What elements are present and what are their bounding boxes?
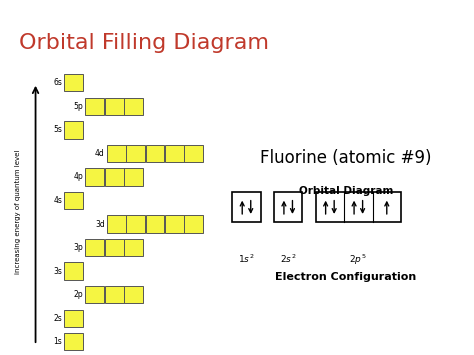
Bar — [105, 168, 124, 186]
Bar — [146, 145, 164, 162]
Text: Fluorine (atomic #9): Fluorine (atomic #9) — [260, 149, 432, 167]
Bar — [146, 215, 164, 233]
Text: 3s: 3s — [53, 267, 62, 275]
Text: 4d: 4d — [95, 149, 105, 158]
Bar — [165, 145, 184, 162]
Bar — [184, 215, 203, 233]
Bar — [126, 215, 145, 233]
Text: 4s: 4s — [53, 196, 62, 205]
Bar — [124, 286, 143, 303]
Bar — [64, 262, 83, 280]
Text: 2s: 2s — [54, 314, 62, 323]
Text: 2p: 2p — [74, 290, 83, 299]
Text: increasing energy of quantum level: increasing energy of quantum level — [15, 150, 20, 274]
Text: 5s: 5s — [53, 125, 62, 135]
Text: 5p: 5p — [73, 102, 83, 111]
Text: Orbital Diagram: Orbital Diagram — [299, 186, 393, 196]
Bar — [126, 145, 145, 162]
Text: Orbital Filling Diagram: Orbital Filling Diagram — [19, 33, 269, 53]
Text: 6s: 6s — [53, 78, 62, 87]
Bar — [85, 168, 104, 186]
Bar — [316, 192, 401, 222]
Bar — [107, 145, 126, 162]
Bar — [64, 74, 83, 92]
Bar — [64, 310, 83, 327]
Bar — [85, 98, 104, 115]
Bar — [85, 286, 104, 303]
Bar — [105, 239, 124, 256]
Text: 4p: 4p — [73, 173, 83, 181]
Bar — [105, 98, 124, 115]
Bar — [85, 239, 104, 256]
Bar — [124, 239, 143, 256]
Bar — [184, 145, 203, 162]
Bar — [165, 215, 184, 233]
Text: $2s^{\,2}$: $2s^{\,2}$ — [280, 252, 297, 264]
Bar — [64, 121, 83, 138]
Bar — [124, 168, 143, 186]
Bar — [107, 215, 126, 233]
Bar — [105, 286, 124, 303]
Bar — [232, 192, 261, 222]
Text: 3d: 3d — [95, 219, 105, 229]
Bar — [64, 192, 83, 209]
Bar — [64, 333, 83, 350]
Bar — [124, 98, 143, 115]
Text: $1s^{\,2}$: $1s^{\,2}$ — [238, 252, 255, 264]
Bar — [274, 192, 302, 222]
Text: $2p^{\,5}$: $2p^{\,5}$ — [349, 252, 367, 267]
Text: 1s: 1s — [54, 337, 62, 346]
Text: 3p: 3p — [73, 243, 83, 252]
Text: Electron Configuration: Electron Configuration — [275, 272, 417, 282]
